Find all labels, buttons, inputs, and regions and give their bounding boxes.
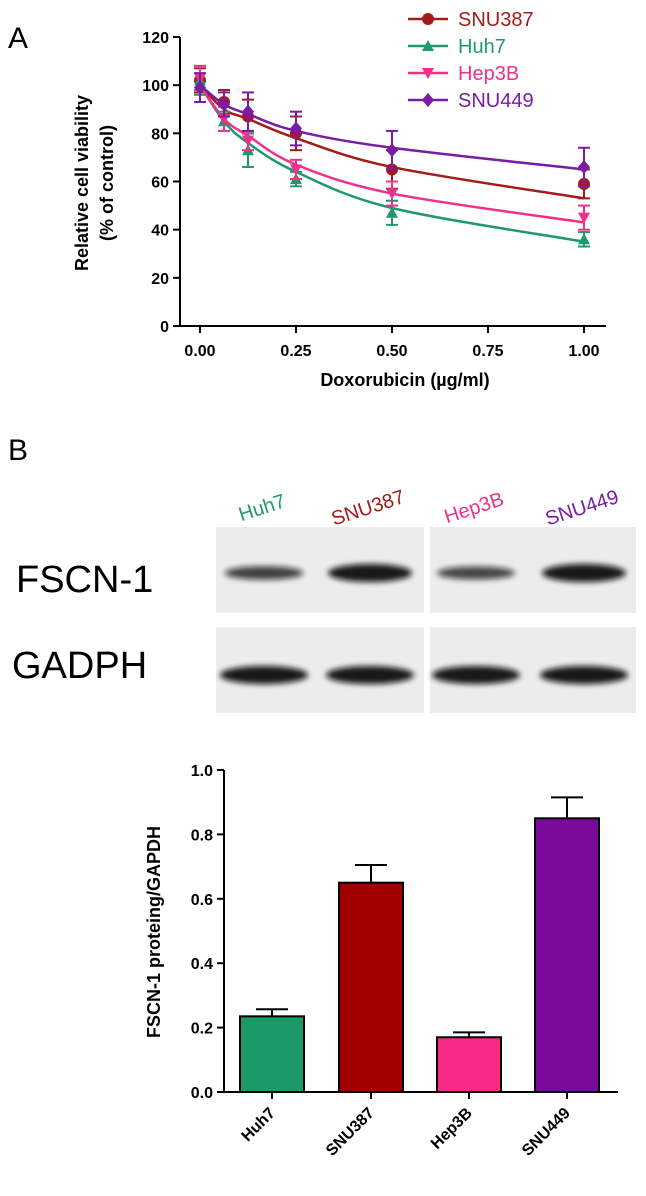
- gadph-band-snu449: [540, 666, 628, 684]
- y-axis-title-line1: Relative cell viability: [72, 95, 92, 271]
- data-point-snu449: [194, 80, 206, 95]
- panel-a-label: A: [8, 22, 28, 55]
- series-group: [194, 64, 590, 248]
- x-tick-label-hep3b: Hep3B: [428, 1105, 476, 1153]
- data-point-hep3b: [242, 135, 254, 147]
- y-tick-label: 0.2: [191, 1021, 213, 1038]
- legend-marker: [422, 40, 434, 51]
- bar-chart: 0.0 0.2 0.4 0.6 0.8 1.0 Huh7 SNU387 Hep3B SNU449…: [144, 763, 618, 1160]
- y-axis-title-line2: (% of control): [97, 125, 117, 241]
- x-tick-label: 0.00: [184, 343, 215, 360]
- gadph-band-huh7: [220, 666, 308, 684]
- y-tick-label: 120: [142, 30, 169, 47]
- legend-label: Huh7: [458, 36, 506, 58]
- gadph-band-snu387: [326, 666, 414, 684]
- y-tick-label: 80: [151, 126, 169, 143]
- legend-item-snu387: SNU387: [408, 9, 534, 31]
- legend-label: Hep3B: [458, 63, 519, 85]
- x-tick-label-huh7: Huh7: [239, 1105, 279, 1145]
- y-tick-label: 0.8: [191, 827, 213, 844]
- data-point-snu449: [290, 121, 302, 136]
- y-tick-label: 60: [151, 175, 169, 192]
- western-blot: Huh7 SNU387 Hep3B SNU449 FSCN-1 GADPH: [12, 486, 636, 713]
- gadph-row-label: GADPH: [12, 645, 147, 687]
- blot-lane-label-huh7: Huh7: [236, 490, 288, 526]
- blot-bands: [220, 564, 628, 684]
- legend-marker: [422, 93, 434, 107]
- y-tick-label: 100: [142, 78, 169, 95]
- fscn-band-snu387: [328, 564, 412, 582]
- blot-lane-labels: Huh7 SNU387 Hep3B SNU449: [236, 486, 621, 530]
- legend-marker: [422, 68, 434, 79]
- fscn-band-huh7: [224, 566, 304, 580]
- legend-marker: [422, 13, 434, 25]
- y-tick-label: 0.0: [191, 1085, 213, 1102]
- legend-item-hep3b: Hep3B: [408, 63, 519, 85]
- bars: [239, 796, 600, 1094]
- bar-snu449: [534, 796, 600, 1093]
- bar-rect: [534, 817, 600, 1093]
- data-point-hep3b: [578, 212, 590, 224]
- y-tick-label: 0: [160, 319, 169, 336]
- data-point-hep3b: [290, 164, 302, 176]
- blot-lane-label-snu449: SNU449: [543, 486, 622, 530]
- gadph-band-hep3b: [432, 666, 520, 684]
- y-tick-label: 20: [151, 271, 169, 288]
- data-point-snu449: [218, 97, 230, 112]
- fscn-row-label: FSCN-1: [16, 559, 153, 601]
- y-tick-label: 40: [151, 223, 169, 240]
- fscn-band-snu449: [542, 564, 626, 582]
- bar-rect: [338, 881, 404, 1094]
- blot-lane-label-hep3b: Hep3B: [442, 488, 507, 528]
- y-ticks: 0 20 40 60 80 100 120: [142, 30, 180, 336]
- data-point-huh7: [578, 233, 590, 245]
- x-ticks: Huh7 SNU387 Hep3B SNU449: [239, 1092, 574, 1160]
- y-tick-label: 0.6: [191, 892, 213, 909]
- fscn-band-hep3b: [437, 566, 515, 580]
- data-point-huh7: [386, 206, 398, 218]
- x-ticks: 0.00 0.25 0.50 0.75 1.00: [184, 326, 600, 360]
- y-ticks: 0.0 0.2 0.4 0.6 0.8 1.0: [191, 763, 224, 1102]
- panel-b-label: B: [8, 434, 28, 467]
- blot-lane-label-snu387: SNU387: [329, 486, 408, 530]
- y-axis-title: FSCN-1 proteing/GAPDH: [144, 826, 164, 1038]
- bar-hep3b: [436, 1031, 502, 1094]
- data-point-snu449: [242, 104, 254, 119]
- legend-label: SNU449: [458, 90, 534, 112]
- legend-item-snu449: SNU449: [408, 90, 534, 112]
- data-point-hep3b: [386, 188, 398, 200]
- legend: SNU387 Huh7 Hep3B SNU449: [408, 9, 534, 112]
- x-tick-label: 1.00: [568, 343, 599, 360]
- x-axis-title: Doxorubicin (µg/ml): [320, 370, 489, 390]
- bar-snu387: [338, 863, 404, 1094]
- x-tick-label: 0.25: [280, 343, 311, 360]
- y-tick-label: 0.4: [191, 956, 213, 973]
- data-point-snu449: [386, 143, 398, 158]
- series-snu449: [194, 72, 590, 188]
- data-point-snu449: [578, 160, 590, 175]
- bar-huh7: [239, 1008, 305, 1094]
- bar-rect: [239, 1015, 305, 1094]
- bar-rect: [436, 1036, 502, 1094]
- x-tick-label-snu449: SNU449: [519, 1105, 574, 1160]
- x-tick-label: 0.75: [472, 343, 503, 360]
- legend-label: SNU387: [458, 9, 534, 31]
- y-tick-label: 1.0: [191, 763, 213, 780]
- legend-item-huh7: Huh7: [408, 36, 506, 58]
- line-chart: 0 20 40 60 80 100 120 0.00 0.25 0.50 0.75 1.00 Rel…: [72, 9, 606, 390]
- x-tick-label-snu387: SNU387: [323, 1105, 378, 1160]
- x-tick-label: 0.50: [376, 343, 407, 360]
